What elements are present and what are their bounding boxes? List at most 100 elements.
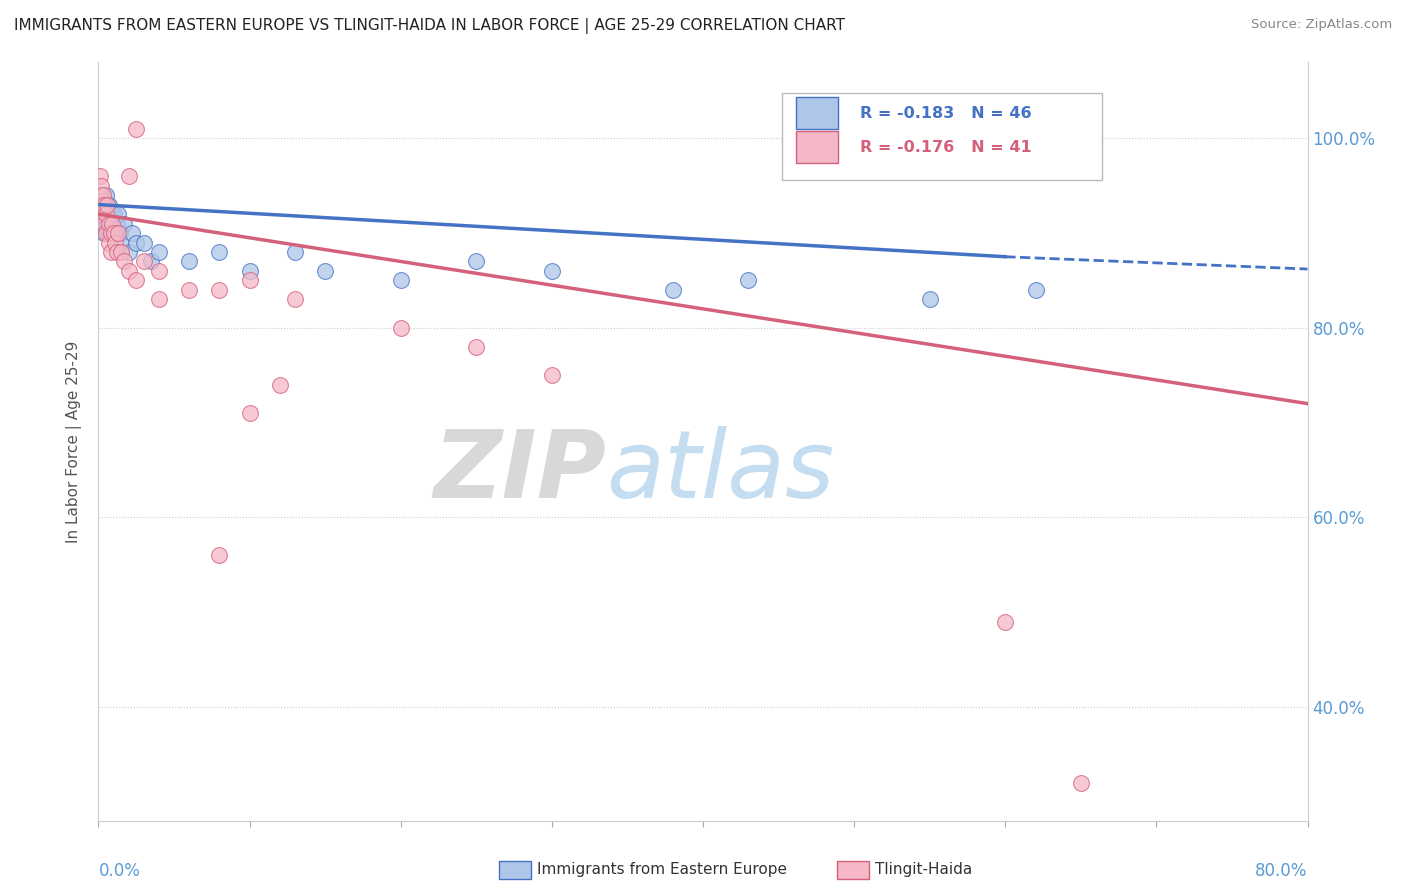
Y-axis label: In Labor Force | Age 25-29: In Labor Force | Age 25-29 — [66, 341, 83, 542]
Text: R = -0.176   N = 41: R = -0.176 N = 41 — [860, 140, 1032, 155]
Point — [89, 217, 111, 231]
Point — [110, 235, 132, 250]
Bar — [796, 131, 838, 163]
Point — [104, 226, 127, 240]
Point — [104, 235, 127, 250]
Text: 0.0%: 0.0% — [98, 863, 141, 880]
Point — [389, 273, 412, 287]
Text: R = -0.183   N = 46: R = -0.183 N = 46 — [860, 106, 1032, 120]
Point — [103, 207, 125, 221]
Point — [91, 188, 114, 202]
Text: Source: ZipAtlas.com: Source: ZipAtlas.com — [1251, 18, 1392, 31]
Bar — [796, 97, 838, 129]
Point — [284, 293, 307, 307]
Point — [125, 121, 148, 136]
Point — [269, 377, 291, 392]
Point — [465, 340, 488, 354]
Point — [100, 226, 122, 240]
Point — [208, 245, 231, 260]
Point — [103, 226, 125, 240]
Point — [125, 273, 148, 287]
Point — [110, 245, 132, 260]
Point — [141, 254, 163, 268]
Point — [91, 217, 114, 231]
Point — [918, 293, 941, 307]
Point — [125, 235, 148, 250]
Point — [1070, 776, 1092, 790]
Point — [661, 283, 683, 297]
Point — [112, 254, 135, 268]
Point — [121, 226, 143, 240]
Point — [284, 245, 307, 260]
Point — [107, 226, 129, 240]
Point — [93, 217, 115, 231]
Point — [118, 169, 141, 184]
Point — [93, 226, 115, 240]
Point — [208, 548, 231, 563]
Point — [179, 283, 201, 297]
Point — [98, 226, 121, 240]
Point — [132, 254, 155, 268]
Text: Immigrants from Eastern Europe: Immigrants from Eastern Europe — [537, 863, 787, 877]
Point — [314, 264, 336, 278]
Point — [91, 197, 114, 211]
Point — [100, 245, 122, 260]
Point — [118, 264, 141, 278]
Point — [98, 207, 121, 221]
Text: IMMIGRANTS FROM EASTERN EUROPE VS TLINGIT-HAIDA IN LABOR FORCE | AGE 25-29 CORRE: IMMIGRANTS FROM EASTERN EUROPE VS TLINGI… — [14, 18, 845, 34]
Point — [94, 226, 117, 240]
Point — [93, 207, 115, 221]
Point — [239, 273, 262, 287]
Point — [90, 178, 112, 193]
Point — [101, 207, 124, 221]
Text: ZIP: ZIP — [433, 425, 606, 518]
Point — [239, 406, 262, 420]
Point — [103, 217, 125, 231]
Point — [96, 217, 118, 231]
Point — [89, 188, 111, 202]
Point — [90, 188, 112, 202]
Point — [107, 207, 129, 221]
Point — [98, 217, 121, 231]
Bar — [782, 93, 1102, 180]
Point — [90, 197, 112, 211]
Point — [540, 264, 562, 278]
Text: 80.0%: 80.0% — [1256, 863, 1308, 880]
Point — [100, 226, 122, 240]
Point — [148, 264, 170, 278]
Point — [101, 226, 124, 240]
Point — [93, 197, 115, 211]
Point — [98, 235, 121, 250]
Point — [101, 217, 124, 231]
Text: atlas: atlas — [606, 426, 835, 517]
Point — [94, 217, 117, 231]
Point — [148, 293, 170, 307]
Point — [94, 188, 117, 202]
Point — [465, 254, 488, 268]
Point — [105, 217, 128, 231]
Point — [105, 245, 128, 260]
Point — [108, 226, 131, 240]
Point — [89, 169, 111, 184]
Point — [118, 245, 141, 260]
Point — [540, 368, 562, 383]
Point — [1024, 283, 1046, 297]
Point — [112, 217, 135, 231]
Point — [90, 207, 112, 221]
Point — [389, 321, 412, 335]
Point — [96, 197, 118, 211]
Point — [94, 197, 117, 211]
Point — [89, 197, 111, 211]
Text: Tlingit-Haida: Tlingit-Haida — [875, 863, 972, 877]
Point — [208, 283, 231, 297]
Point — [148, 245, 170, 260]
Point — [179, 254, 201, 268]
Point — [98, 197, 121, 211]
Point — [132, 235, 155, 250]
Point — [100, 217, 122, 231]
Point — [91, 207, 114, 221]
Point — [737, 273, 759, 287]
Point — [96, 197, 118, 211]
Point — [94, 207, 117, 221]
Point — [239, 264, 262, 278]
